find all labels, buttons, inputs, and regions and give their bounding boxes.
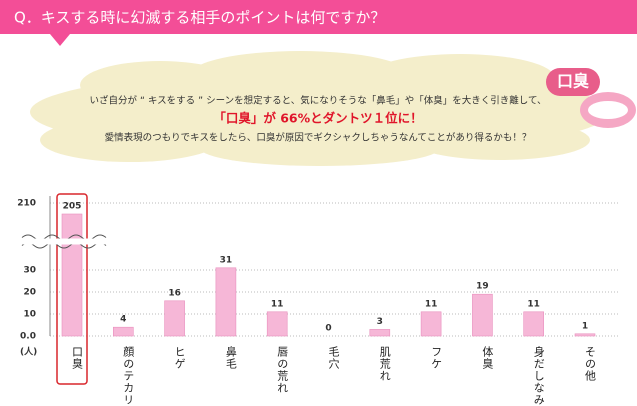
bar [420,311,442,337]
mouth-icon [580,92,636,128]
bar [523,311,545,337]
value-label: 205 [63,202,82,212]
y-tick-label: 20 [23,288,36,298]
x-tick-label: 唇の荒れ [276,346,289,394]
x-tick-label: フケ [430,346,443,370]
x-tick-label: 顔のテカリ [122,345,135,406]
y-tick-label: 0.0 [20,332,36,342]
value-label: 11 [527,299,540,309]
chart: 0.0102030210(人)205口臭4顔のテカリ16ヒゲ31鼻毛11唇の荒れ… [17,193,620,406]
y-tick-label: 10 [23,310,36,320]
bar [472,293,493,337]
value-label: 16 [168,288,181,298]
badge [546,68,600,96]
header-bar [0,0,637,34]
note-highlight: 「口臭」が 66%とダントツ１位に！ [213,111,422,126]
note-line: いざ自分が “ キスをする ” シーンを想定すると、気になりそうな「鼻毛」や「体… [89,95,546,107]
badge-text: 口臭 [557,72,589,91]
value-label: 1 [582,321,588,331]
axis-break-gap [22,238,106,245]
bar [266,311,288,337]
bar [574,333,596,337]
cloud [30,51,610,166]
y-axis-label: (人) [20,346,37,358]
y-tick-label: 30 [23,266,36,276]
x-tick-label: 鼻毛 [224,345,237,370]
value-label: 4 [120,315,126,325]
value-label: 3 [377,317,383,327]
value-label: 19 [476,282,489,292]
x-tick-label: 毛穴 [327,346,340,370]
x-tick-label: 身だしなみ [532,345,545,406]
bar [215,267,237,337]
bar [113,326,134,337]
header-title: Q．キスする時に幻滅する相手のポイントは何ですか？ [14,9,385,27]
x-tick-label: 口臭 [71,346,84,370]
highlight-box [56,193,88,385]
bar [164,300,185,337]
bar [369,329,391,337]
y-tick-label: 210 [17,199,36,209]
axis-break [21,242,107,249]
value-label: 11 [271,299,284,309]
x-tick-label: ヒゲ [173,346,186,370]
note-line: 愛情表現のつもりでキスをしたら、口臭が原因でギクシャクしちゃうなんてことがあり得… [105,132,532,144]
value-label: 11 [425,299,438,309]
x-tick-label: その他 [584,346,597,382]
header-pointer [50,34,70,46]
x-tick-label: 肌荒れ [378,346,391,382]
value-label: 0 [325,324,331,334]
x-tick-label: 体臭 [481,345,494,370]
value-label: 31 [220,255,233,265]
bar [61,213,83,337]
